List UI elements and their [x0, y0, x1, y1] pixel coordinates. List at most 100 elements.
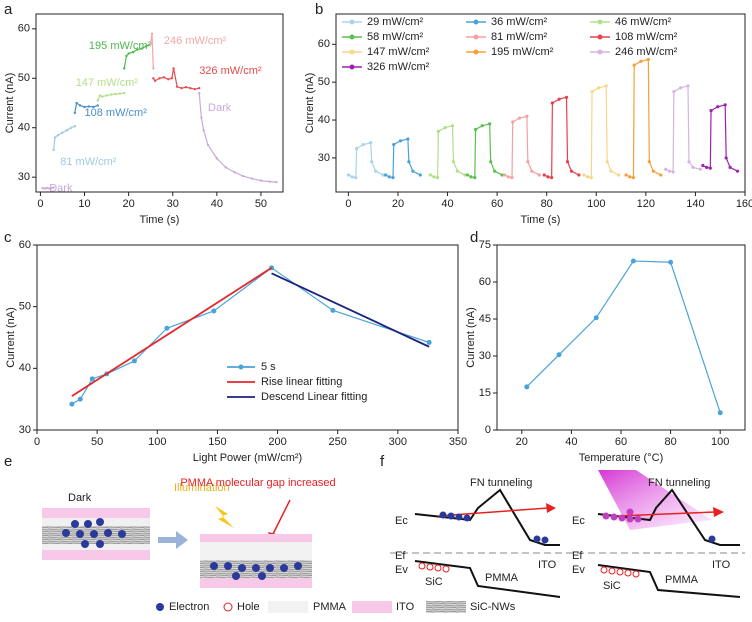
data-point — [432, 175, 436, 179]
tunnel-arrow — [437, 507, 549, 517]
data-point — [565, 160, 570, 164]
series-line — [348, 142, 384, 179]
data-point — [73, 111, 77, 115]
series-line — [583, 85, 619, 179]
data-point — [164, 325, 170, 331]
data-point — [557, 97, 561, 101]
arrow — [158, 531, 188, 549]
data-point — [582, 173, 586, 177]
data-point — [50, 186, 53, 190]
data-point — [275, 180, 278, 184]
data-point — [624, 173, 628, 177]
data-point — [708, 166, 712, 170]
data-point — [152, 77, 155, 80]
series-label: 81 mW/cm² — [60, 156, 117, 168]
plot-frame — [36, 244, 459, 431]
data-point — [691, 165, 695, 169]
data-point — [502, 173, 507, 177]
x-tick-label: 150 — [208, 436, 226, 448]
y-tick-label: 60 — [479, 276, 491, 288]
data-point — [152, 67, 155, 70]
y-tick-label: 45 — [479, 313, 491, 325]
title: FN tunneling — [470, 477, 532, 489]
series-line — [625, 58, 661, 179]
legend-marker — [473, 19, 479, 25]
band-diagram-left: FN tunneling Ec Ef Ev SiC PMMA ITO — [390, 477, 745, 598]
data-point — [632, 63, 636, 67]
series-line — [271, 272, 430, 348]
data-point — [569, 169, 574, 173]
arrowhead — [546, 503, 556, 513]
ito-layer — [42, 550, 150, 560]
data-point — [530, 169, 534, 173]
data-point — [411, 169, 415, 173]
valence-band — [414, 560, 561, 598]
y-tick-label: 30 — [18, 171, 30, 183]
electrons — [62, 518, 126, 548]
data-point — [443, 126, 447, 130]
data-point — [426, 339, 432, 345]
x-tick-label: 40 — [565, 436, 577, 448]
data-point — [206, 143, 210, 147]
plot-frame — [335, 13, 746, 193]
data-point — [667, 169, 671, 173]
data-point — [383, 173, 388, 177]
legend-marker — [349, 34, 355, 40]
ec-label: Ec — [572, 515, 585, 527]
data-point — [268, 180, 271, 183]
y-tick-label: 30 — [19, 424, 31, 436]
data-point — [123, 67, 126, 70]
legend-marker — [349, 19, 355, 25]
data-point — [350, 175, 354, 179]
legend-marker — [238, 364, 244, 370]
data-point — [500, 173, 504, 177]
data-point — [631, 176, 636, 180]
series-line — [467, 123, 503, 179]
data-point — [259, 179, 263, 182]
series-line — [543, 96, 580, 179]
data-point — [686, 84, 690, 88]
data-point — [473, 127, 478, 132]
y-tick-label: 40 — [18, 122, 30, 134]
data-point — [53, 136, 57, 139]
y-tick-label: 30 — [318, 152, 330, 164]
data-point — [717, 410, 723, 416]
series-line — [526, 260, 721, 413]
data-point — [193, 87, 196, 91]
data-point — [200, 116, 203, 120]
data-point — [550, 101, 554, 105]
data-point — [577, 173, 581, 177]
legend-label: 29 mW/cm² — [367, 16, 424, 28]
legend-sicnw — [426, 601, 466, 613]
series-label: 147 mW/cm² — [76, 77, 139, 89]
series-line — [665, 85, 701, 173]
series-line — [198, 93, 277, 183]
pmma-label: PMMA — [485, 572, 519, 584]
data-point — [511, 120, 515, 124]
data-point — [131, 50, 135, 54]
x-tick-label: 60 — [615, 436, 627, 448]
data-point — [136, 48, 139, 51]
y-tick-label: 0 — [485, 424, 491, 436]
data-point — [242, 174, 245, 178]
data-point — [78, 104, 82, 107]
data-point — [585, 175, 590, 179]
legend-marker — [597, 34, 603, 40]
x-axis-label: Temperature (°C) — [579, 452, 663, 464]
panel-label: e — [4, 453, 12, 470]
data-point — [524, 384, 530, 390]
ito-layer — [200, 534, 312, 542]
data-point — [647, 160, 651, 164]
data-point — [517, 116, 522, 120]
x-tick-label: 50 — [91, 436, 103, 448]
y-tick-label: 75 — [479, 239, 491, 251]
data-point — [537, 173, 541, 177]
legend-pmma — [268, 601, 308, 613]
legend-label: 5 s — [261, 361, 276, 373]
legend-hole — [223, 602, 233, 612]
data-point — [75, 101, 78, 105]
data-point — [189, 86, 192, 90]
x-axis-label: Time (s) — [140, 214, 180, 226]
data-point — [698, 167, 702, 171]
data-point — [211, 308, 217, 314]
